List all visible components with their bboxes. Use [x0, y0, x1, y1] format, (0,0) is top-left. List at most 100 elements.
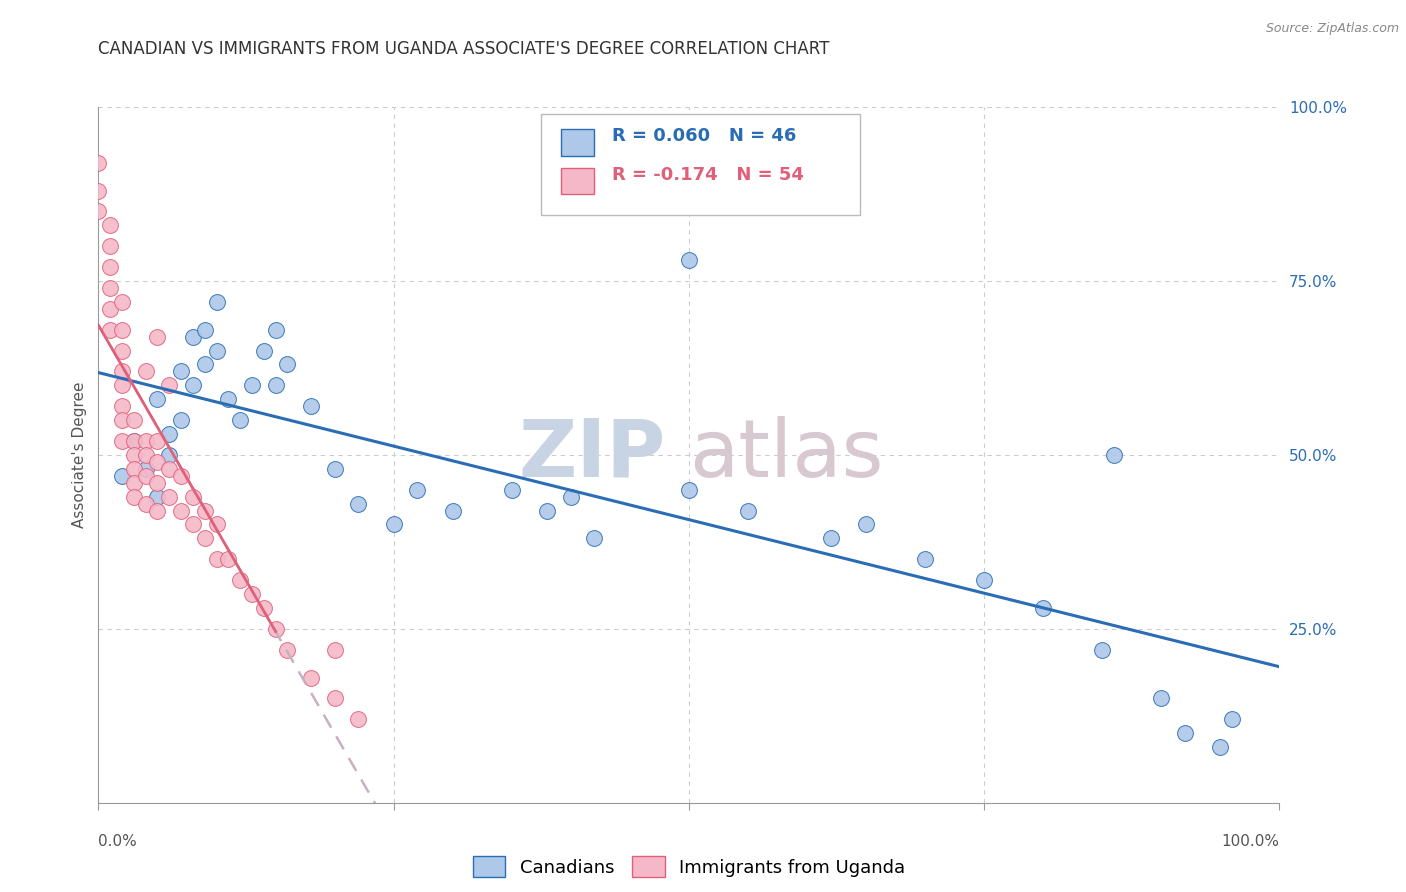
Point [157, 490, 180, 504]
Legend: Canadians, Immigrants from Uganda: Canadians, Immigrants from Uganda [465, 849, 912, 884]
Point [323, 462, 346, 476]
Point [87, 184, 110, 198]
Point [157, 462, 180, 476]
Point [122, 434, 145, 448]
Point [240, 378, 263, 392]
Point [205, 343, 228, 358]
Point [111, 378, 134, 392]
Point [135, 468, 157, 483]
Point [98, 239, 121, 253]
Text: 100.0%: 100.0% [1222, 834, 1279, 849]
Point [135, 462, 157, 476]
Point [205, 552, 228, 566]
Point [181, 517, 204, 532]
Point [1220, 712, 1243, 726]
Point [111, 434, 134, 448]
Point [229, 413, 252, 427]
Point [87, 204, 110, 219]
Point [264, 378, 287, 392]
Point [240, 587, 263, 601]
Point [323, 642, 346, 657]
Point [157, 427, 180, 442]
Point [536, 503, 558, 517]
Point [441, 503, 464, 517]
Point [122, 413, 145, 427]
Point [347, 712, 370, 726]
Point [678, 253, 700, 268]
Point [737, 503, 759, 517]
FancyBboxPatch shape [561, 168, 595, 194]
Point [229, 573, 252, 587]
Point [98, 323, 121, 337]
Point [122, 434, 145, 448]
Point [146, 329, 169, 343]
Point [170, 364, 193, 378]
Point [194, 532, 217, 546]
Point [181, 378, 204, 392]
Point [170, 468, 193, 483]
Point [146, 475, 169, 490]
Point [678, 483, 700, 497]
Point [1032, 601, 1054, 615]
Point [170, 413, 193, 427]
Point [253, 601, 276, 615]
Point [1174, 726, 1197, 740]
Text: R = 0.060   N = 46: R = 0.060 N = 46 [612, 128, 797, 145]
Point [122, 475, 145, 490]
Point [914, 552, 936, 566]
Point [135, 364, 157, 378]
Point [87, 155, 110, 169]
Point [170, 503, 193, 517]
Point [111, 399, 134, 413]
Point [382, 517, 405, 532]
Point [560, 490, 582, 504]
Point [1209, 740, 1232, 755]
FancyBboxPatch shape [561, 129, 595, 156]
Point [111, 323, 134, 337]
Point [98, 219, 121, 233]
Point [323, 691, 346, 706]
Point [205, 517, 228, 532]
Point [181, 329, 204, 343]
Point [276, 642, 298, 657]
Point [98, 281, 121, 295]
Point [194, 358, 217, 372]
Point [122, 448, 145, 462]
Point [98, 260, 121, 274]
Point [264, 622, 287, 636]
Point [157, 378, 180, 392]
Text: ZIP: ZIP [517, 416, 665, 494]
Point [98, 301, 121, 316]
Point [406, 483, 429, 497]
Point [157, 448, 180, 462]
Text: atlas: atlas [689, 416, 883, 494]
Point [122, 490, 145, 504]
Point [135, 448, 157, 462]
Point [111, 468, 134, 483]
Point [1150, 691, 1173, 706]
Point [205, 294, 228, 309]
Point [146, 503, 169, 517]
FancyBboxPatch shape [541, 114, 860, 215]
Text: Source: ZipAtlas.com: Source: ZipAtlas.com [1265, 22, 1399, 36]
Point [111, 343, 134, 358]
Point [111, 364, 134, 378]
Point [276, 358, 298, 372]
Point [111, 413, 134, 427]
Point [347, 497, 370, 511]
Point [217, 552, 239, 566]
Point [194, 323, 217, 337]
Point [1091, 642, 1114, 657]
Text: R = -0.174   N = 54: R = -0.174 N = 54 [612, 166, 804, 184]
Point [135, 497, 157, 511]
Point [146, 455, 169, 469]
Point [820, 532, 842, 546]
Point [111, 294, 134, 309]
Point [501, 483, 523, 497]
Point [299, 399, 322, 413]
Text: 0.0%: 0.0% [98, 834, 138, 849]
Point [146, 490, 169, 504]
Point [264, 323, 287, 337]
Point [253, 343, 276, 358]
Point [855, 517, 877, 532]
